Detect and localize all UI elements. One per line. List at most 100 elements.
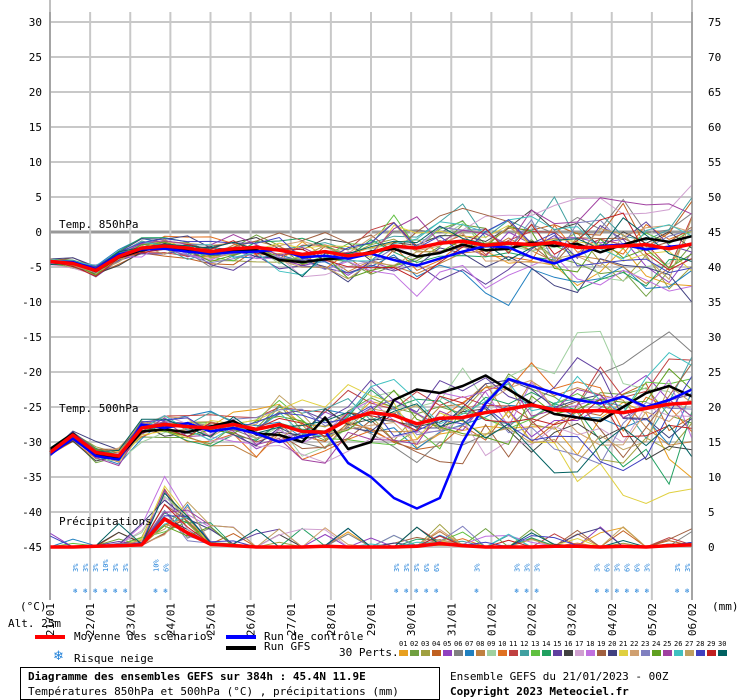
label-t500: Temp. 500hPa <box>59 402 138 415</box>
pert-color-swatch <box>630 650 639 656</box>
snow-risk-pct: 6% <box>423 563 431 572</box>
x-tick-label: 31/01 <box>445 603 458 636</box>
pert-t850-line <box>49 212 693 280</box>
footer-box <box>20 667 440 700</box>
pert-color-swatch <box>674 650 683 656</box>
snow-risk-pct: 3% <box>82 563 90 572</box>
mean-t500-line <box>48 401 693 458</box>
label-t850: Temp. 850hPa <box>59 218 138 231</box>
snowflake-marker: ❄ <box>113 587 117 595</box>
pert-color-swatch <box>707 650 716 656</box>
footer-title: Diagramme des ensembles GEFS sur 384h : … <box>28 670 366 683</box>
snowflake-marker: ❄ <box>103 587 107 595</box>
snow-risk-pct: 3% <box>614 563 622 572</box>
label-precip: Précipitations <box>59 515 152 528</box>
x-tick-label: 23/01 <box>124 603 137 636</box>
pert-number: 29 <box>707 640 716 648</box>
y-right-tick-label: 5 <box>708 506 715 519</box>
x-tick-label: 05/02 <box>646 603 659 636</box>
pert-color-swatch <box>586 650 595 656</box>
y-left-tick-label: -40 <box>22 506 42 519</box>
mean-precip-line <box>50 517 693 549</box>
pert-number: 28 <box>696 640 705 648</box>
pert-number: 30 <box>718 640 727 648</box>
snow-risk-pct: 3% <box>92 563 100 572</box>
pert-color-swatch <box>663 650 672 656</box>
y-right-tick-label: 65 <box>708 86 721 99</box>
legend-gfs-line <box>226 646 256 650</box>
y-right-tick-label: 15 <box>708 436 721 449</box>
legend-gfs-label: Run GFS <box>264 640 311 653</box>
pert-number: 05 <box>443 640 452 648</box>
pert-number: 16 <box>564 640 573 648</box>
pert-t500-line <box>49 383 693 505</box>
snow-risk-pct: 3% <box>112 563 120 572</box>
pert-color-swatch <box>619 650 628 656</box>
pert-number: 20 <box>608 640 617 648</box>
y-left-tick-label: 5 <box>35 191 42 204</box>
pert-color-swatch <box>564 650 573 656</box>
pert-color-swatch <box>476 650 485 656</box>
legend-control-label: Run de contrôle <box>264 630 364 643</box>
grid-lines <box>49 12 693 600</box>
pert-number: 06 <box>454 640 463 648</box>
snowflake-marker: ❄ <box>83 587 87 595</box>
pert-color-swatch <box>509 650 518 656</box>
y-left-tick-label: -15 <box>22 331 42 344</box>
pert-number: 02 <box>410 640 419 648</box>
y-right-tick-label: 45 <box>708 226 721 239</box>
x-tick-label: 22/01 <box>84 603 97 636</box>
snowflake-marker: ❄ <box>635 587 639 595</box>
snowflake-marker: ❄ <box>123 587 127 595</box>
snow-risk-pct: 3% <box>523 563 531 572</box>
pert-color-swatch <box>410 650 419 656</box>
pert-color-swatch <box>399 650 408 656</box>
snowflake-marker: ❄ <box>153 587 157 595</box>
snowflake-marker: ❄ <box>595 587 599 595</box>
pert-number: 26 <box>674 640 683 648</box>
snow-risk-pct: 6% <box>634 563 642 572</box>
pert-number: 09 <box>487 640 496 648</box>
y-left-tick-label: 30 <box>29 16 42 29</box>
y-right-tick-label: 70 <box>708 51 721 64</box>
snowflake-marker: ❄ <box>524 587 528 595</box>
snow-risk-pct: 3% <box>513 563 521 572</box>
x-tick-label: 03/02 <box>566 603 579 636</box>
footer-copyright: Copyright 2023 Meteociel.fr <box>450 685 629 698</box>
pert-number: 17 <box>575 640 584 648</box>
pert-color-swatch <box>696 650 705 656</box>
pert-number: 07 <box>465 640 474 648</box>
altitude-label: Alt. 25m <box>8 617 61 630</box>
pert-color-swatch <box>421 650 430 656</box>
pert-color-swatch <box>531 650 540 656</box>
pert-color-swatch <box>443 650 452 656</box>
pert-color-swatch <box>542 650 551 656</box>
x-tick-label: 01/02 <box>485 603 498 636</box>
snowflake-marker: ❄ <box>534 587 538 595</box>
pert-number: 01 <box>399 640 408 648</box>
y-left-tick-label: -25 <box>22 401 42 414</box>
pert-number: 22 <box>630 640 639 648</box>
x-tick-label: 02/02 <box>526 603 539 636</box>
snow-risk-pct: 6% <box>624 563 632 572</box>
snow-risk-pct: 10% <box>102 559 110 572</box>
snowflake-marker: ❄ <box>615 587 619 595</box>
footer-run: Ensemble GEFS du 21/01/2023 - 00Z <box>450 670 669 683</box>
main-series <box>48 234 693 549</box>
y-left-tick-label: 20 <box>29 86 42 99</box>
legend-pert-label: 30 Perts. <box>339 646 399 659</box>
pert-t500-line <box>49 351 693 462</box>
snowflake-marker: ❄ <box>163 587 167 595</box>
y-right-tick-label: 50 <box>708 191 721 204</box>
pert-number: 21 <box>619 640 628 648</box>
snowflake-marker: ❄ <box>93 587 97 595</box>
snow-risk-pct: 6% <box>433 563 441 572</box>
y-right-unit: (mm) <box>712 600 739 613</box>
pert-number: 18 <box>586 640 595 648</box>
y-right-tick-label: 30 <box>708 331 721 344</box>
snowflake-marker: ❄ <box>474 587 478 595</box>
y-right-tick-label: 75 <box>708 16 721 29</box>
y-left-tick-label: -5 <box>29 261 42 274</box>
footer-subtitle: Températures 850hPa et 500hPa (°C) , pré… <box>28 685 399 698</box>
legend-snow-label: Risque neige <box>74 652 154 665</box>
